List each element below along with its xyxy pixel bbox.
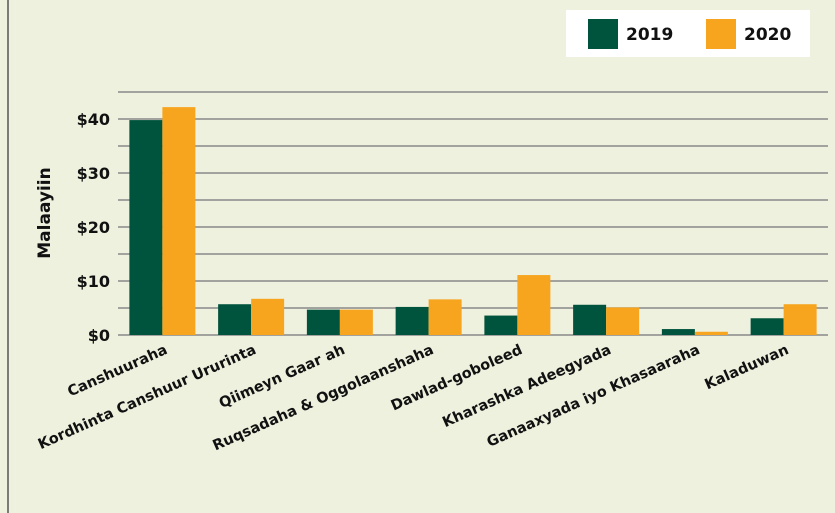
bar <box>129 120 163 335</box>
y-tick-label: $10 <box>77 272 110 291</box>
bar <box>306 309 340 335</box>
legend-label: 2020 <box>744 25 791 45</box>
bar <box>395 306 429 335</box>
bar <box>573 304 607 335</box>
legend-swatch <box>588 19 618 49</box>
y-tick-label: $40 <box>77 110 110 129</box>
bar <box>339 309 373 335</box>
bar <box>218 304 252 335</box>
y-tick-label: $0 <box>88 326 110 345</box>
bar <box>517 275 551 335</box>
y-axis-label: Malaayiin <box>35 167 55 258</box>
y-tick-label: $30 <box>77 164 110 183</box>
bar <box>661 329 695 335</box>
legend-swatch <box>706 19 736 49</box>
bar <box>750 318 784 335</box>
bar <box>484 315 518 335</box>
bar <box>694 331 728 335</box>
bar <box>606 307 640 335</box>
bar <box>251 298 285 335</box>
legend-label: 2019 <box>626 25 673 45</box>
bar <box>783 304 817 335</box>
y-tick-label: $20 <box>77 218 110 237</box>
bar <box>428 299 462 335</box>
bar <box>162 107 196 336</box>
